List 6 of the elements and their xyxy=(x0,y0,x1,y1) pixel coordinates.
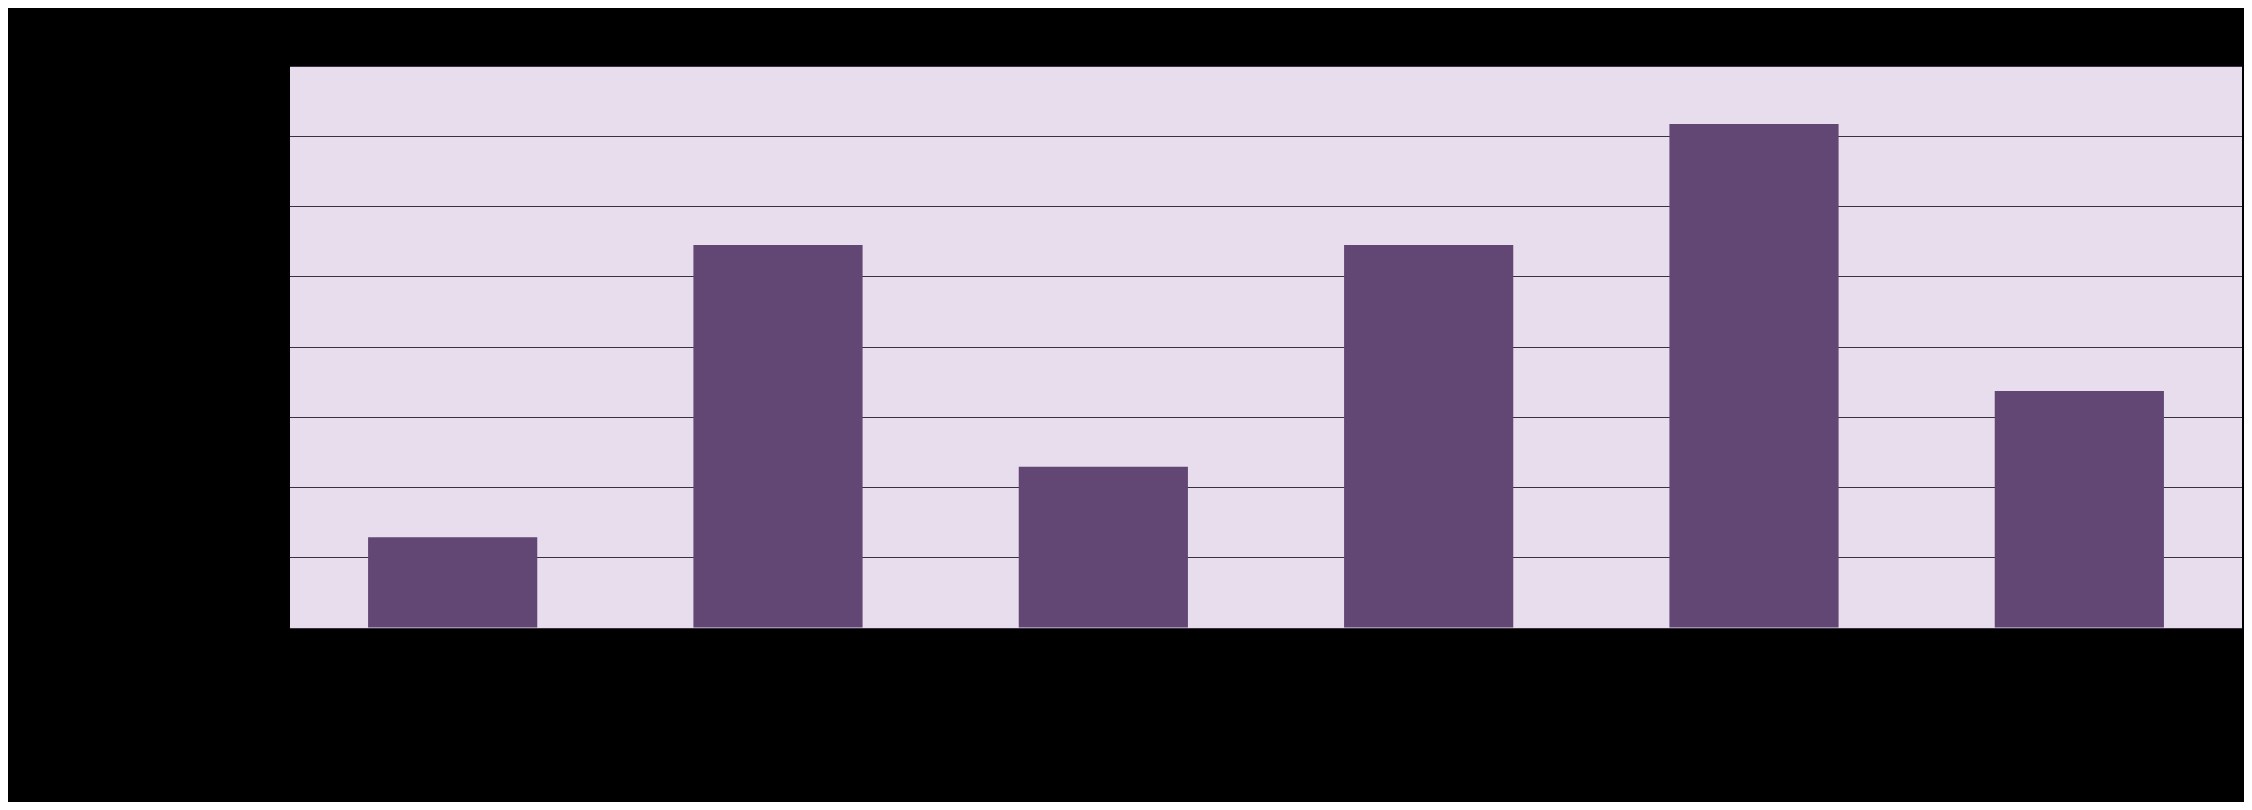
bar xyxy=(1669,123,1839,628)
bar xyxy=(1018,466,1188,628)
bar xyxy=(1344,244,1514,628)
bar xyxy=(368,537,538,628)
bar xyxy=(693,244,863,628)
bar xyxy=(1994,391,2164,628)
